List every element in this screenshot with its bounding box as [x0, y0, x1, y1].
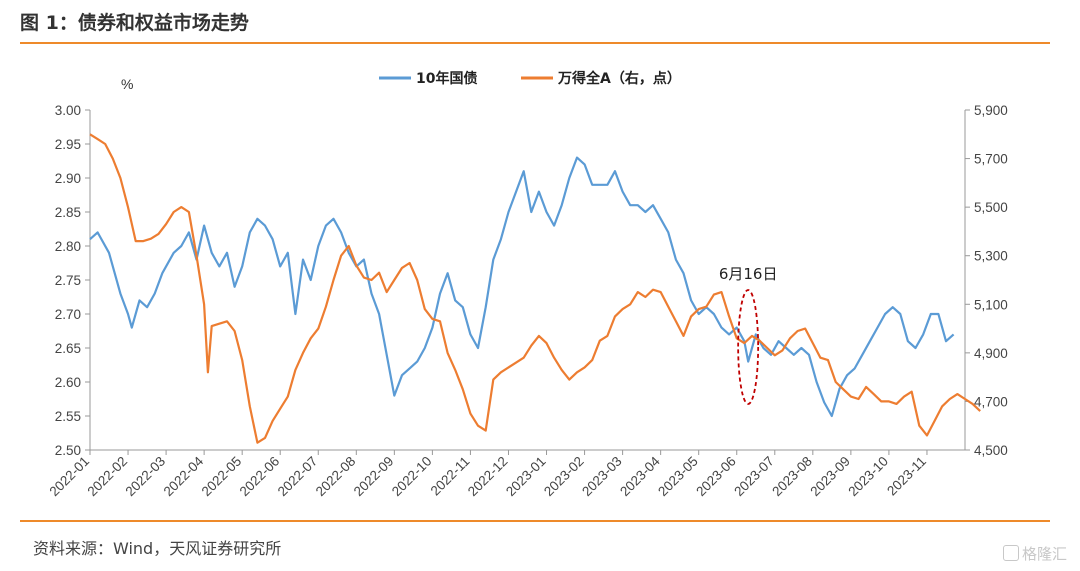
left-tick-label: 2.55: [55, 409, 81, 424]
equity-index-line: [89, 133, 981, 444]
x-tick-label: 2023-02: [541, 454, 587, 500]
left-tick-label: 2.85: [55, 205, 81, 220]
right-tick-label: 5,300: [974, 249, 1008, 264]
top-rule: [20, 42, 1050, 44]
x-tick-label: 2022-12: [465, 454, 511, 500]
x-tick-label: 2022-04: [161, 453, 207, 499]
x-tick-label: 2022-01: [46, 454, 92, 500]
right-tick-label: 5,900: [974, 103, 1008, 118]
x-tick-label: 2022-02: [85, 454, 131, 500]
x-tick-label: 2023-05: [655, 454, 701, 500]
x-tick-label: 2023-10: [845, 454, 891, 500]
left-axis-unit: %: [121, 76, 133, 92]
left-tick-label: 3.00: [55, 103, 81, 118]
right-tick-label: 4,500: [974, 443, 1008, 458]
source-note: 资料来源：Wind，天风证券研究所: [33, 539, 282, 558]
bond-yield-line: [89, 156, 955, 418]
line-chart: 10年国债 万得全A（右，点） % 3.00 2.95 2.90 2.85 2.80 2.…: [46, 70, 1007, 499]
left-tick-label: 2.75: [55, 273, 81, 288]
left-tick-label: 2.95: [55, 137, 81, 152]
left-tick-label: 2.70: [55, 307, 81, 322]
x-tick-label: 2023-07: [731, 454, 777, 500]
left-tick-label: 2.60: [55, 375, 81, 390]
figure-title: 图 1：债券和权益市场走势: [20, 12, 249, 34]
left-tick-label: 2.80: [55, 239, 81, 254]
axes: 3.00 2.95 2.90 2.85 2.80 2.75 2.70 2.65 2.60 2.55…: [46, 103, 1007, 499]
right-tick-label: 5,100: [974, 297, 1008, 312]
legend-label-equity: 万得全A（右，点）: [557, 70, 681, 87]
x-tick-label: 2023-01: [503, 454, 549, 500]
right-tick-label: 5,700: [974, 152, 1008, 167]
legend-label-bond: 10年国债: [416, 70, 477, 87]
legend: 10年国债 万得全A（右，点）: [379, 70, 681, 87]
watermark-text: 格隆汇: [1022, 545, 1068, 563]
left-tick-label: 2.65: [55, 341, 81, 356]
x-tick-label: 2023-08: [769, 454, 815, 500]
x-tick-label: 2022-05: [199, 454, 245, 500]
x-tick-label: 2023-11: [884, 454, 929, 499]
right-tick-label: 5,500: [974, 200, 1008, 215]
x-tick-label: 2022-08: [313, 454, 359, 500]
annotation-ellipse: [737, 289, 760, 405]
x-tick-label: 2022-10: [389, 454, 435, 500]
x-tick-label: 2022-06: [237, 454, 283, 500]
x-tick-label: 2023-04: [617, 453, 663, 499]
x-tick-label: 2023-03: [579, 454, 625, 500]
x-tick-label: 2022-11: [428, 454, 473, 499]
series-layer: [89, 133, 981, 444]
x-tick-label: 2022-07: [275, 454, 321, 500]
bottom-rule: [20, 520, 1050, 522]
watermark: 格隆汇: [1003, 543, 1067, 564]
watermark-logo-icon: [1003, 545, 1019, 561]
right-tick-label: 4,700: [974, 394, 1008, 409]
left-tick-label: 2.90: [55, 171, 81, 186]
annotation-label: 6月16日: [719, 265, 778, 283]
x-tick-label: 2022-09: [351, 454, 397, 500]
left-tick-label: 2.50: [55, 443, 81, 458]
x-tick-label: 2023-06: [693, 454, 739, 500]
right-tick-label: 4,900: [974, 346, 1008, 361]
x-tick-label: 2023-09: [807, 454, 853, 500]
x-tick-label: 2022-03: [123, 454, 169, 500]
annotation-layer: 6月16日: [719, 265, 778, 405]
